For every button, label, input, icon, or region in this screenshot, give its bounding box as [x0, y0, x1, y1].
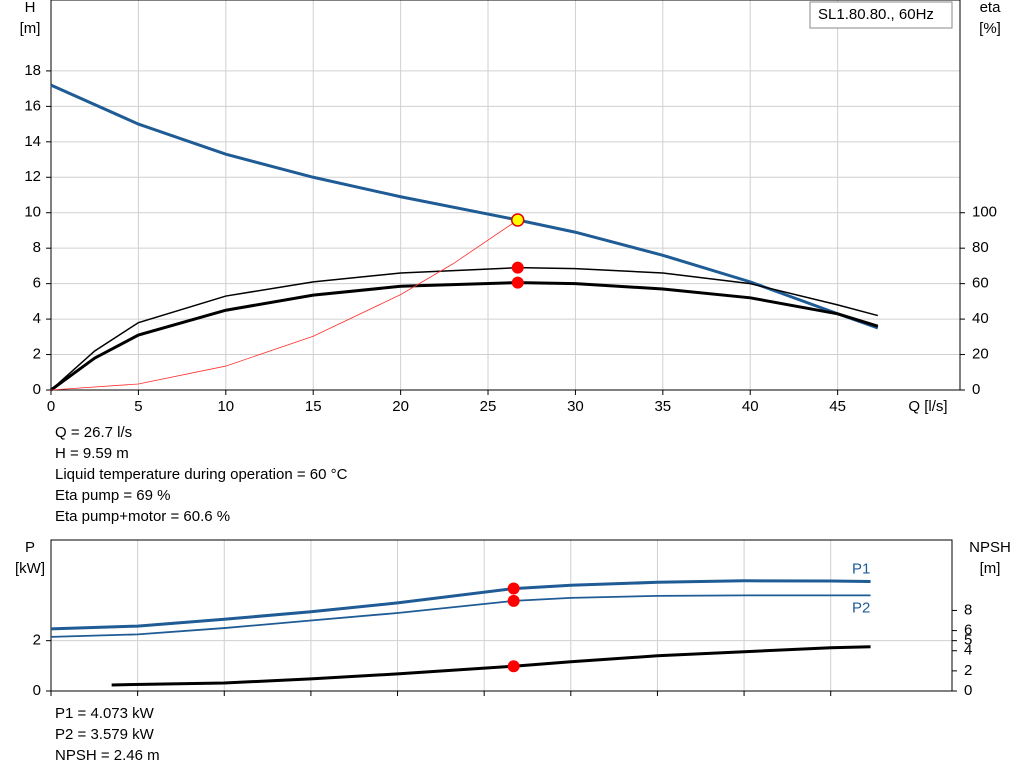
plot-border [50, 0, 961, 391]
x-tick-label: 25 [480, 398, 497, 415]
y-tick-label: 16 [24, 97, 41, 114]
y2-tick-label: 80 [972, 239, 989, 256]
y-axis-label: H [25, 0, 36, 16]
y2-tick-label: 5 [964, 632, 972, 649]
y-tick-label: 0 [33, 682, 41, 699]
y2-axis-label: NPSH [969, 539, 1011, 556]
y-tick-label: 4 [33, 310, 41, 327]
curve [50, 266, 879, 391]
operating-point [511, 276, 524, 289]
y2-tick-label: 60 [972, 275, 989, 292]
curve [111, 645, 871, 687]
plot-area [50, 0, 961, 391]
x-tick-label: 35 [654, 398, 671, 415]
operating-point [507, 660, 520, 673]
plot-border [50, 539, 953, 692]
y-axis-label: P [25, 539, 35, 556]
info-line: Eta pump+motor = 60.6 % [55, 508, 230, 525]
x-tick-label: 0 [47, 398, 55, 415]
operating-point [507, 594, 520, 607]
x-tick-label: 20 [392, 398, 409, 415]
x-tick-label: 5 [134, 398, 142, 415]
info-line: Eta pump = 69 % [55, 487, 171, 504]
y2-tick-label: 0 [964, 682, 972, 699]
y-tick-label: 6 [33, 275, 41, 292]
y2-tick-label: 2 [964, 662, 972, 679]
legend-box [809, 1, 953, 29]
y2-tick-label: 4 [964, 642, 972, 659]
operating-point [507, 582, 520, 595]
y-tick-label: 10 [24, 204, 41, 221]
legend-text: SL1.80.80., 60Hz [818, 6, 934, 23]
curve [50, 281, 879, 392]
info-line: Liquid temperature during operation = 60… [55, 466, 348, 483]
y2-axis-label: [m] [980, 560, 1001, 577]
y2-axis-label: eta [980, 0, 1002, 16]
y2-tick-label: 40 [972, 310, 989, 327]
y-tick-label: 2 [33, 632, 41, 649]
info-line: H = 9.59 m [55, 445, 129, 462]
x-tick-label: 30 [567, 398, 584, 415]
y-tick-label: 8 [33, 239, 41, 256]
y2-tick-label: 100 [972, 204, 997, 221]
info-line: P2 = 3.579 kW [55, 726, 155, 743]
y-tick-label: 14 [24, 133, 41, 150]
y2-tick-label: 20 [972, 346, 989, 363]
y-axis-label: [kW] [15, 560, 45, 577]
series-label: P1 [852, 560, 870, 577]
operating-point [511, 261, 524, 274]
y-tick-label: 12 [24, 168, 41, 185]
x-tick-label: 15 [305, 398, 322, 415]
y-axis-label: [m] [20, 20, 41, 37]
x-tick-label: 10 [217, 398, 234, 415]
x-tick-label: 45 [829, 398, 846, 415]
curve [50, 219, 518, 391]
x-axis-label: Q [l/s] [908, 398, 947, 415]
y2-tick-label: 8 [964, 601, 972, 618]
x-tick-label: 40 [742, 398, 759, 415]
y-tick-label: 0 [33, 381, 41, 398]
series-label: P2 [852, 599, 870, 616]
info-line: Q = 26.7 l/s [55, 424, 132, 441]
y2-tick-label: 6 [964, 622, 972, 639]
y2-axis-label: [%] [979, 20, 1001, 37]
info-line: P1 = 4.073 kW [55, 705, 155, 722]
y-tick-label: 2 [33, 346, 41, 363]
y-tick-label: 18 [24, 62, 41, 79]
operating-point [510, 213, 525, 227]
y2-tick-label: 0 [972, 381, 980, 398]
info-line: NPSH = 2.46 m [55, 747, 160, 764]
